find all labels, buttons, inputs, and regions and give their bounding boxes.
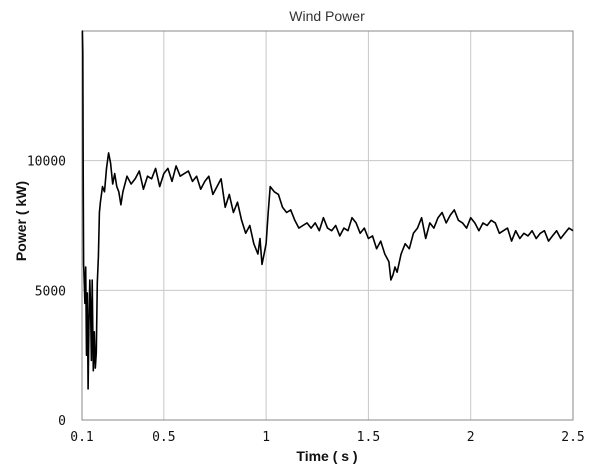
x-tick-label: 1 <box>262 430 270 445</box>
y-axis-ticks: 0 5000 10000 <box>27 155 66 429</box>
grid-lines <box>82 31 573 420</box>
x-axis-ticks: 0.1 0.5 1 1.5 2 2.5 <box>70 430 584 445</box>
x-tick-label: 0.5 <box>152 430 175 445</box>
y-axis-label: Power ( kW) <box>13 181 29 261</box>
x-axis-label: Time ( s ) <box>296 448 357 464</box>
series-line-0 <box>81 30 574 390</box>
x-tick-label: 2.5 <box>561 430 584 445</box>
x-tick-label: 2 <box>467 430 475 445</box>
chart-title: Wind Power <box>289 8 365 24</box>
y-tick-label: 10000 <box>27 155 66 170</box>
x-tick-label: 1.5 <box>357 430 380 445</box>
y-tick-label: 0 <box>58 414 66 429</box>
series-layer <box>81 30 574 390</box>
plot-frame <box>81 30 574 421</box>
x-tick-label: 0.1 <box>70 430 93 445</box>
y-tick-label: 5000 <box>35 284 66 299</box>
